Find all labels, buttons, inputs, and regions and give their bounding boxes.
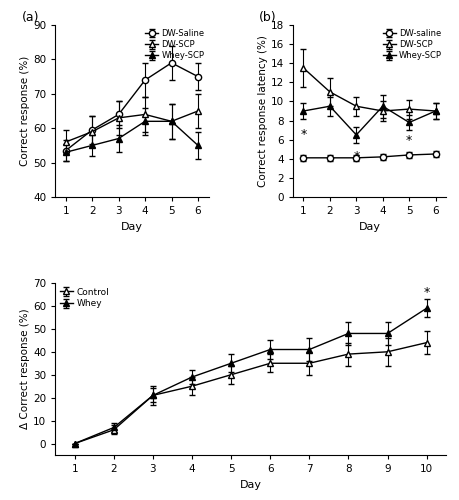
Legend: DW-Saline, DW-SCP, Whey-SCP: DW-Saline, DW-SCP, Whey-SCP [143,28,206,62]
Legend: Control, Whey: Control, Whey [58,286,111,310]
X-axis label: Day: Day [358,222,380,232]
Text: *: * [423,286,429,299]
Y-axis label: Δ Correct response (%): Δ Correct response (%) [20,308,30,430]
X-axis label: Day: Day [121,222,143,232]
Y-axis label: Correct response (%): Correct response (%) [20,56,30,166]
Legend: DW-saline, DW-SCP, Whey-SCP: DW-saline, DW-SCP, Whey-SCP [381,28,443,62]
Text: *: * [353,150,358,163]
Text: (a): (a) [22,11,39,24]
X-axis label: Day: Day [239,480,261,490]
Text: *: * [405,134,411,147]
Y-axis label: Correct response latency (%): Correct response latency (%) [257,35,267,187]
Text: (b): (b) [258,11,276,24]
Text: *: * [300,128,306,141]
